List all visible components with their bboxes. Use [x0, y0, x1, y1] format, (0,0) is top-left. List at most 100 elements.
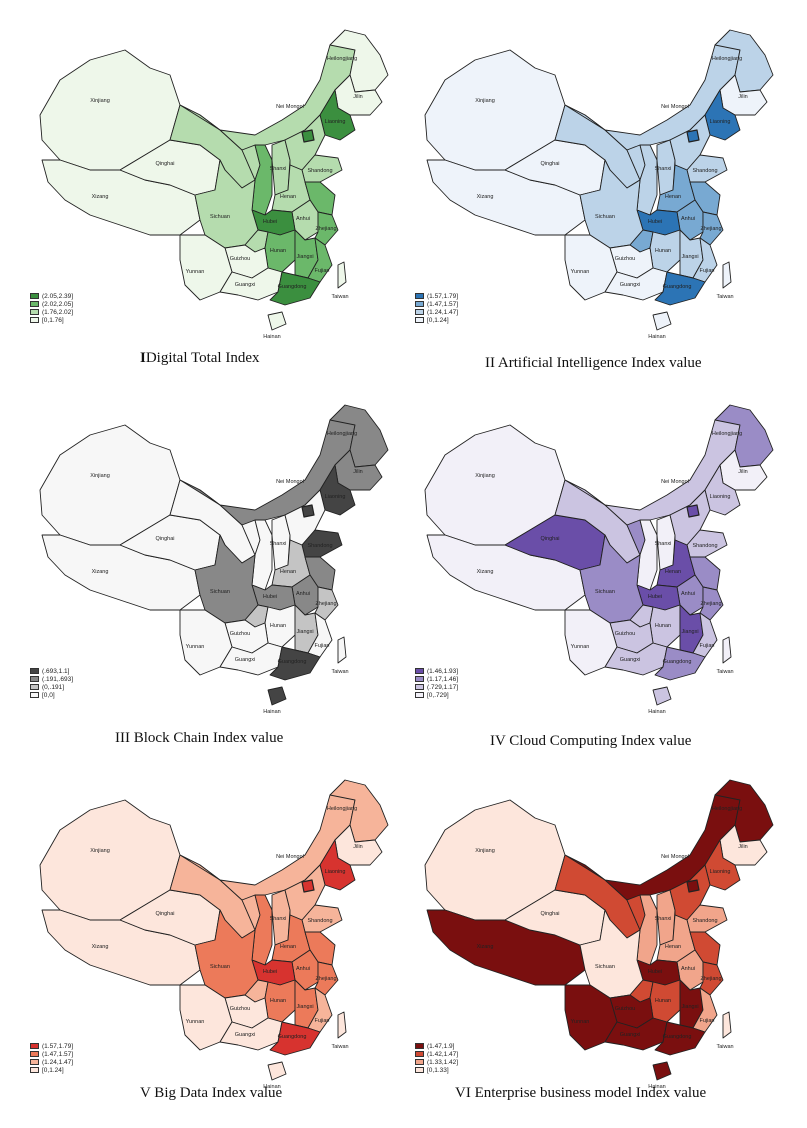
- province-label-qinghai: Qinghai: [541, 161, 560, 167]
- legend-label: (1.47,1.57]: [427, 300, 459, 308]
- province-label-jiangxi: Jiangxi: [296, 629, 313, 635]
- province-label-anhui: Anhui: [296, 966, 310, 972]
- province-label-sichuan: Sichuan: [595, 964, 615, 970]
- province-label-guangxi: Guangxi: [235, 282, 256, 288]
- province-label-neimongol: Nei Mongol: [276, 479, 304, 485]
- legend-entry: (1.24,1.47]: [415, 308, 458, 316]
- province-guangdong: [269, 271, 321, 306]
- province-label-zhejiang: Zhejiang: [315, 226, 336, 232]
- title-cloud-computing: IV Cloud Computing Index value: [490, 733, 692, 749]
- province-label-hainan: Hainan: [263, 709, 280, 715]
- province-liaoning: [704, 89, 741, 141]
- province-liaoning: [319, 89, 356, 141]
- map-legend: (1.57,1.79] (1.47,1.57] (1.24,1.47] [0,1.24…: [415, 292, 458, 324]
- legend-entry: [0,1.24]: [30, 1066, 73, 1074]
- legend-swatch: [415, 1067, 424, 1073]
- province-label-yunnan: Yunnan: [571, 1019, 590, 1025]
- province-label-taiwan: Taiwan: [331, 294, 348, 300]
- legend-entry: (.693,1.1]: [30, 667, 73, 675]
- province-label-guangxi: Guangxi: [620, 657, 641, 663]
- province-hainan: [652, 1061, 672, 1081]
- province-label-guizhou: Guizhou: [615, 1006, 636, 1012]
- legend-entry: (0,.191]: [30, 683, 73, 691]
- province-label-liaoning: Liaoning: [710, 869, 731, 875]
- map-legend: (.693,1.1] (.191,.693] (0,.191] [0,0]: [30, 667, 73, 699]
- province-label-guizhou: Guizhou: [615, 631, 636, 637]
- province-label-yunnan: Yunnan: [571, 644, 590, 650]
- legend-swatch: [415, 1059, 424, 1065]
- legend-entry: [0,0]: [30, 691, 73, 699]
- legend-swatch: [30, 692, 39, 698]
- province-label-jilin: Jilin: [738, 94, 747, 100]
- legend-entry: (2.02,2.05]: [30, 300, 73, 308]
- province-label-jiangxi: Jiangxi: [296, 254, 313, 260]
- title-big-data: V Big Data Index value: [140, 1085, 283, 1101]
- legend-label: (1.33,1.42]: [427, 1058, 459, 1066]
- province-label-shandong: Shandong: [692, 543, 717, 549]
- china-choropleth-map: Xinjiang Xizang Qinghai Nei Mongol Heilongji…: [424, 779, 774, 1090]
- map-panel-big-data: Xinjiang Xizang Qinghai Nei Mongol Heilongji…: [20, 770, 400, 1090]
- province-label-heilongjiang: Heilongjiang: [327, 431, 357, 437]
- province-label-xinjiang: Xinjiang: [475, 848, 495, 854]
- legend-label: (1.57,1.79]: [427, 292, 459, 300]
- province-liaoning: [704, 839, 741, 891]
- province-label-qinghai: Qinghai: [541, 911, 560, 917]
- province-label-jiangxi: Jiangxi: [681, 254, 698, 260]
- province-label-hainan: Hainan: [648, 1084, 665, 1090]
- legend-label: (2.05,2.39]: [42, 292, 74, 300]
- china-choropleth-map: Xinjiang Xizang Qinghai Nei Mongol Heilongji…: [39, 404, 389, 715]
- legend-swatch: [415, 668, 424, 674]
- legend-swatch: [30, 676, 39, 682]
- province-label-xinjiang: Xinjiang: [475, 473, 495, 479]
- province-label-anhui: Anhui: [681, 216, 695, 222]
- province-label-shanxi: Shanxi: [655, 166, 672, 172]
- province-label-jilin: Jilin: [738, 469, 747, 475]
- legend-entry: (1.57,1.79]: [30, 1042, 73, 1050]
- province-label-hubei: Hubei: [648, 219, 662, 225]
- province-label-liaoning: Liaoning: [325, 869, 346, 875]
- province-label-sichuan: Sichuan: [210, 964, 230, 970]
- province-label-hainan: Hainan: [648, 334, 665, 340]
- legend-entry: (1.17,1.46]: [415, 675, 458, 683]
- province-label-guangxi: Guangxi: [620, 282, 641, 288]
- province-label-neimongol: Nei Mongol: [276, 104, 304, 110]
- province-label-henan: Henan: [665, 944, 681, 950]
- legend-entry: (1.42,1.47]: [415, 1050, 458, 1058]
- province-label-henan: Henan: [665, 569, 681, 575]
- title-artificial-intelligence: II Artificial Intelligence Index value: [485, 355, 702, 371]
- province-label-taiwan: Taiwan: [331, 1044, 348, 1050]
- legend-entry: (1.47,1.57]: [30, 1050, 73, 1058]
- map-legend: (1.46,1.93] (1.17,1.46] (.729,1.17] [0,.729…: [415, 667, 458, 699]
- legend-swatch: [30, 684, 39, 690]
- province-label-neimongol: Nei Mongol: [276, 854, 304, 860]
- province-label-yunnan: Yunnan: [571, 269, 590, 275]
- province-label-henan: Henan: [665, 194, 681, 200]
- province-label-neimongol: Nei Mongol: [661, 104, 689, 110]
- province-label-xizang: Xizang: [92, 194, 109, 200]
- province-label-hubei: Hubei: [263, 969, 277, 975]
- province-label-qinghai: Qinghai: [541, 536, 560, 542]
- legend-entry: (1.33,1.42]: [415, 1058, 458, 1066]
- legend-swatch: [30, 293, 39, 299]
- province-label-xizang: Xizang: [477, 944, 494, 950]
- province-label-shanxi: Shanxi: [270, 541, 287, 547]
- legend-entry: [0,1.33]: [415, 1066, 458, 1074]
- province-hainan: [652, 686, 672, 706]
- province-label-anhui: Anhui: [296, 216, 310, 222]
- province-taiwan: [337, 261, 347, 289]
- province-beijing: [686, 129, 700, 143]
- province-label-guangdong: Guangdong: [278, 659, 307, 665]
- province-label-henan: Henan: [280, 569, 296, 575]
- province-label-hubei: Hubei: [263, 219, 277, 225]
- legend-label: (1.24,1.47]: [42, 1058, 74, 1066]
- province-label-guangdong: Guangdong: [663, 659, 692, 665]
- province-taiwan: [337, 1011, 347, 1039]
- legend-label: (1.24,1.47]: [427, 308, 459, 316]
- province-label-hainan: Hainan: [648, 709, 665, 715]
- legend-label: (1.76,2.02]: [42, 308, 74, 316]
- province-label-liaoning: Liaoning: [710, 494, 731, 500]
- map-panel-cloud-computing: Xinjiang Xizang Qinghai Nei Mongol Heilongji…: [405, 395, 785, 715]
- province-label-anhui: Anhui: [681, 591, 695, 597]
- province-label-heilongjiang: Heilongjiang: [712, 806, 742, 812]
- province-label-heilongjiang: Heilongjiang: [712, 431, 742, 437]
